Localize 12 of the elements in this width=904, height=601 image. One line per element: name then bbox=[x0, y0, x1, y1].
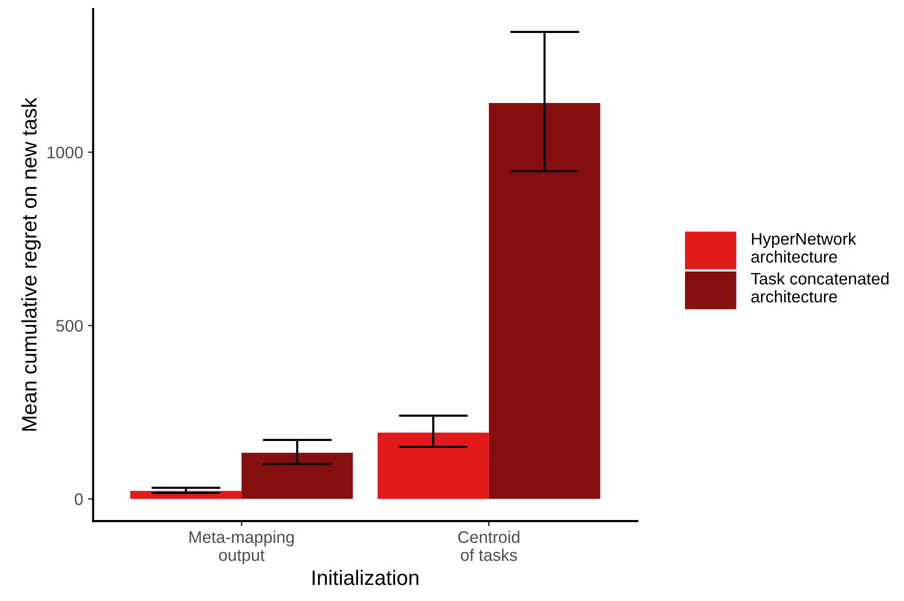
legend-label: Task concatenated architecture bbox=[751, 272, 889, 303]
bar bbox=[378, 432, 489, 499]
y-axis-title: Mean cumulative regret on new task bbox=[21, 98, 41, 431]
x-axis-title: Initialization bbox=[312, 570, 418, 586]
y-tick-label: 1000 bbox=[48, 146, 83, 158]
legend-label: HyperNetwork architecture bbox=[751, 232, 856, 263]
y-tick-label: 0 bbox=[74, 493, 83, 506]
bar bbox=[242, 452, 353, 499]
y-tick-label: 500 bbox=[56, 320, 83, 332]
x-tick-label: Meta-mapping output bbox=[190, 530, 294, 564]
bar bbox=[488, 102, 600, 499]
x-tick-label: Centroid of tasks bbox=[458, 530, 520, 561]
